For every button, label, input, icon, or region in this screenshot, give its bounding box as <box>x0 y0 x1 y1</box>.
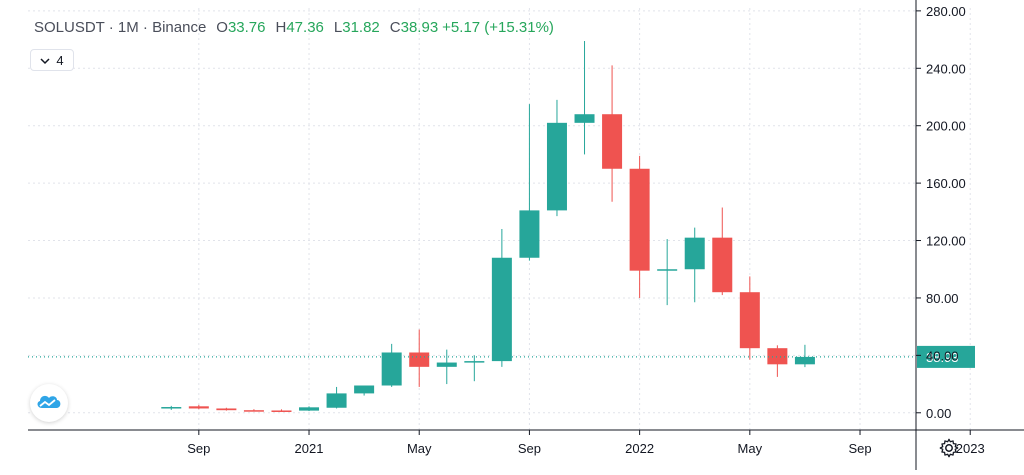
chevron-down-icon <box>40 53 50 68</box>
candle-body <box>354 385 375 394</box>
x-tick-label: Sep <box>187 441 210 456</box>
candle <box>354 385 375 396</box>
candle <box>794 344 815 368</box>
candle-body <box>491 257 512 362</box>
y-tick-label: 0.00 <box>926 406 951 421</box>
low-label: L <box>333 19 343 36</box>
high-label: H <box>275 19 287 36</box>
candle <box>464 355 485 382</box>
candle-body <box>574 114 595 123</box>
candle <box>684 227 705 303</box>
candle <box>299 406 320 412</box>
candle <box>767 345 788 377</box>
high-value: 47.36 <box>286 19 324 36</box>
candle-body <box>519 210 540 258</box>
indicator-count: 4 <box>56 52 64 68</box>
candle <box>574 41 595 155</box>
candle <box>629 155 650 298</box>
gear-icon <box>938 437 960 464</box>
candle-body <box>243 410 264 412</box>
candle <box>271 409 292 412</box>
y-tick-label: 160.00 <box>926 176 966 191</box>
candle <box>216 407 237 411</box>
x-tick-label: 2023 <box>956 441 985 456</box>
candles <box>161 41 815 412</box>
candle-body <box>271 410 292 412</box>
candle-body <box>436 362 457 367</box>
candle-body <box>629 168 650 271</box>
symbol-title: SOLUSDT · 1M · Binance <box>34 19 207 36</box>
candle <box>381 343 402 387</box>
candle-body <box>161 407 182 409</box>
candle-body <box>657 269 678 271</box>
candle <box>739 276 760 360</box>
candle-body <box>546 122 567 211</box>
close-label: C <box>389 19 401 36</box>
y-tick-label: 240.00 <box>926 61 966 76</box>
candle-body <box>767 348 788 365</box>
candle-body <box>684 237 705 270</box>
price-line: 38.93 <box>28 345 975 368</box>
tradingview-logo[interactable] <box>30 384 68 422</box>
candle-body <box>216 408 237 411</box>
candle <box>546 99 567 217</box>
settings-button[interactable] <box>936 437 962 463</box>
axes: 0.00 40.00 80.00 120.00 160.00 200.00 240.00 28… <box>28 0 1024 470</box>
chart-legend-header: SOLUSDT · 1M · Binance O 33.76 H 47.36 L 31… <box>34 19 554 36</box>
cloud-logo-icon <box>35 392 63 415</box>
y-tick-label: 120.00 <box>926 234 966 249</box>
change-value: +5.17 (+15.31%) <box>442 19 554 36</box>
candle <box>491 229 512 367</box>
candle-body <box>326 393 347 408</box>
last-price-label: 38.93 <box>926 350 959 365</box>
candle <box>161 405 182 410</box>
x-tick-label: 2021 <box>295 441 324 456</box>
x-tick-label: Sep <box>848 441 871 456</box>
candle <box>519 104 540 261</box>
candle-body <box>794 356 815 365</box>
x-tick-label: May <box>738 441 763 456</box>
y-tick-label: 80.00 <box>926 291 959 306</box>
candle <box>602 65 623 202</box>
candle-body <box>464 361 485 363</box>
last-price-badge <box>917 345 975 368</box>
close-value: 38.93 <box>400 19 439 36</box>
candle-body <box>409 352 430 367</box>
candle-body <box>299 407 320 411</box>
candle <box>712 207 733 296</box>
candle <box>243 409 264 412</box>
y-tick-label: 200.00 <box>926 119 966 134</box>
indicators-toggle-button[interactable]: 4 <box>30 49 74 71</box>
candle-body <box>739 292 760 349</box>
candle-body <box>381 352 402 386</box>
candle <box>326 386 347 409</box>
x-tick-label: May <box>407 441 432 456</box>
candle <box>188 404 209 410</box>
candle-body <box>188 406 209 409</box>
y-tick-label: 280.00 <box>926 4 966 19</box>
x-tick-label: Sep <box>518 441 541 456</box>
y-tick-label: 40.00 <box>926 348 959 363</box>
low-value: 31.82 <box>342 19 380 36</box>
x-tick-label: 2022 <box>625 441 654 456</box>
candle <box>657 239 678 306</box>
candle <box>436 349 457 385</box>
candle-body <box>712 237 733 293</box>
candle-body <box>602 114 623 169</box>
open-label: O <box>216 19 228 36</box>
candle <box>409 329 430 387</box>
open-value: 33.76 <box>227 19 266 36</box>
